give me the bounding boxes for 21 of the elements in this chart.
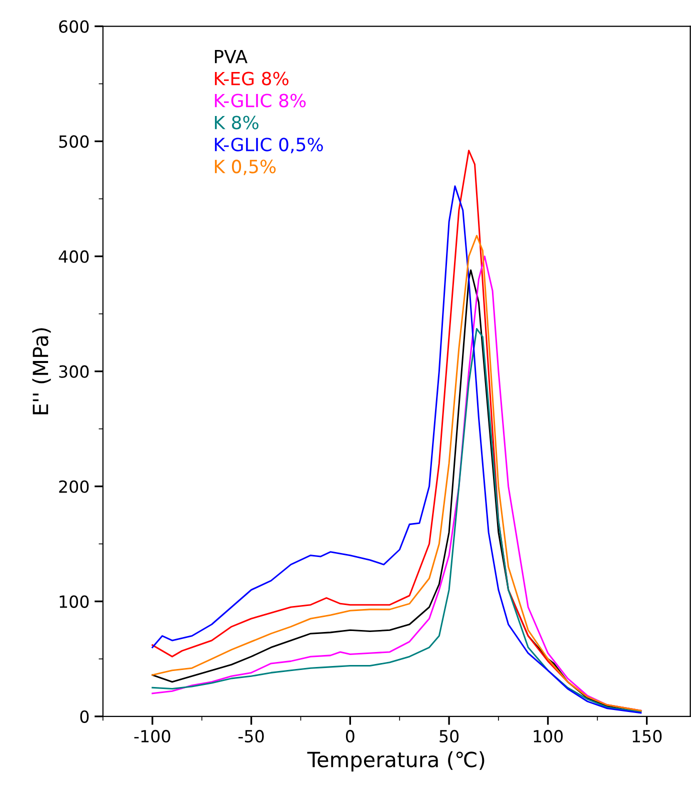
text: K 0,5% (214, 160, 276, 176)
text: K-EG 8% (214, 72, 288, 86)
y-tick-label: 100 (60, 595, 89, 608)
y-tick-label: 300 (59, 365, 89, 378)
x-tick-label: 50 (440, 730, 459, 742)
y-tick-label: 500 (59, 135, 89, 148)
text: K-GLIC 0,5% (214, 138, 323, 154)
y-tick-label: 400 (58, 250, 89, 263)
x-tick-label: -50 (238, 730, 264, 742)
y-tick-label: 600 (59, 20, 89, 33)
x-tick-label: 150 (632, 730, 662, 742)
x-tick-label: -100 (134, 730, 170, 742)
text: K-GLIC 8% (214, 94, 306, 108)
x-tick-label: 100 (534, 730, 563, 742)
x-tick-label: 0 (346, 730, 354, 742)
y-axis-title: E'' (MPa) (32, 328, 51, 414)
y-tick-label: 200 (59, 480, 89, 493)
x-axis-title: Temperatura (℃) (307, 751, 484, 772)
y-tick-label: 0 (80, 710, 89, 723)
text: K 8% (214, 116, 258, 130)
text: PVA (214, 50, 248, 64)
